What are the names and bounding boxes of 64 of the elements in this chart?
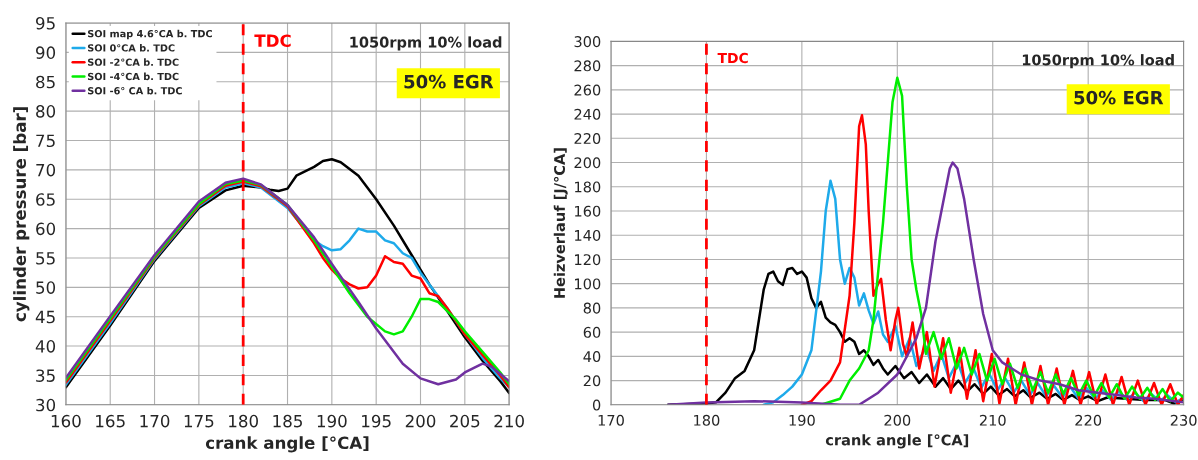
y-tick-label: 55	[36, 252, 55, 265]
annotation: 50% EGR	[404, 74, 494, 89]
x-tick-label: 195	[362, 414, 391, 428]
y-tick-label: 90	[36, 46, 56, 59]
x-tick-label: 230	[1170, 414, 1197, 426]
ref-line-label: TDC	[717, 52, 748, 64]
x-tick-label: 180	[694, 414, 720, 426]
y-tick-label: 60	[583, 326, 601, 338]
y-axis-title: Heizverlauf [J/°CA]	[553, 148, 568, 298]
y-tick-label: 95	[36, 16, 55, 30]
y-tick-label: 50	[36, 281, 56, 294]
x-tick-label: 205	[450, 414, 480, 428]
y-tick-label: 160	[575, 205, 601, 217]
y-tick-label: 260	[574, 84, 601, 96]
x-tick-label: 220	[1075, 414, 1102, 426]
x-axis-title: crank angle [°CA]	[205, 436, 369, 453]
y-tick-label: 220	[574, 133, 601, 145]
y-tick-label: 200	[574, 157, 601, 169]
y-tick-label: 180	[575, 181, 601, 193]
x-tick-label: 200	[405, 414, 436, 428]
annotation: 1050rpm 10% load	[1022, 54, 1174, 69]
y-tick-label: 70	[36, 163, 56, 177]
ref-line-label: TDC	[254, 34, 291, 48]
y-tick-label: 45	[35, 310, 55, 324]
y-axis-title: cylinder pressure [bar]	[13, 107, 30, 322]
x-tick-label: 210	[494, 414, 524, 428]
y-tick-label: 280	[574, 60, 601, 72]
x-tick-label: 160	[51, 414, 81, 428]
y-tick-label: 80	[583, 302, 601, 314]
x-tick-label: 170	[140, 414, 170, 428]
annotation: 1050rpm 10% load	[350, 36, 502, 51]
x-tick-label: 190	[789, 414, 815, 426]
x-tick-label: 180	[229, 414, 258, 428]
y-tick-label: 75	[36, 134, 55, 148]
y-tick-label: 140	[575, 229, 601, 241]
y-tick-label: 85	[36, 75, 55, 89]
legend-label: SOI -6° CA b. TDC	[87, 86, 182, 95]
x-tick-label: 190	[317, 414, 347, 428]
y-tick-label: 80	[36, 105, 56, 118]
y-tick-label: 40	[35, 340, 56, 353]
y-tick-label: 0	[592, 399, 601, 411]
legend-label: SOI 0°CA b. TDC	[87, 44, 175, 52]
x-tick-label: 175	[184, 415, 214, 428]
annotation: 50% EGR	[1074, 90, 1164, 105]
y-tick-label: 65	[36, 193, 55, 206]
y-tick-label: 240	[574, 108, 601, 120]
legend-label: SOI -2°CA b. TDC	[87, 58, 179, 66]
y-tick-label: 35	[36, 369, 55, 382]
y-tick-label: 30	[36, 398, 56, 412]
x-tick-label: 185	[273, 414, 302, 428]
y-tick-label: 120	[575, 254, 601, 266]
x-axis-title: crank angle [°CA]	[825, 434, 969, 449]
y-tick-label: 100	[575, 278, 601, 290]
x-tick-label: 200	[884, 414, 911, 426]
y-tick-label: 40	[583, 351, 601, 363]
legend-label: SOI -4°CA b. TDC	[87, 72, 179, 81]
line-series	[666, 161, 1184, 405]
x-tick-label: 165	[96, 414, 125, 428]
y-tick-label: 300	[574, 36, 601, 48]
x-tick-label: 210	[979, 414, 1006, 426]
x-tick-label: 170	[598, 414, 624, 426]
legend-label: SOI map 4.6°CA b. TDC	[87, 29, 212, 40]
y-tick-label: 60	[36, 222, 56, 236]
y-tick-label: 20	[583, 375, 601, 387]
